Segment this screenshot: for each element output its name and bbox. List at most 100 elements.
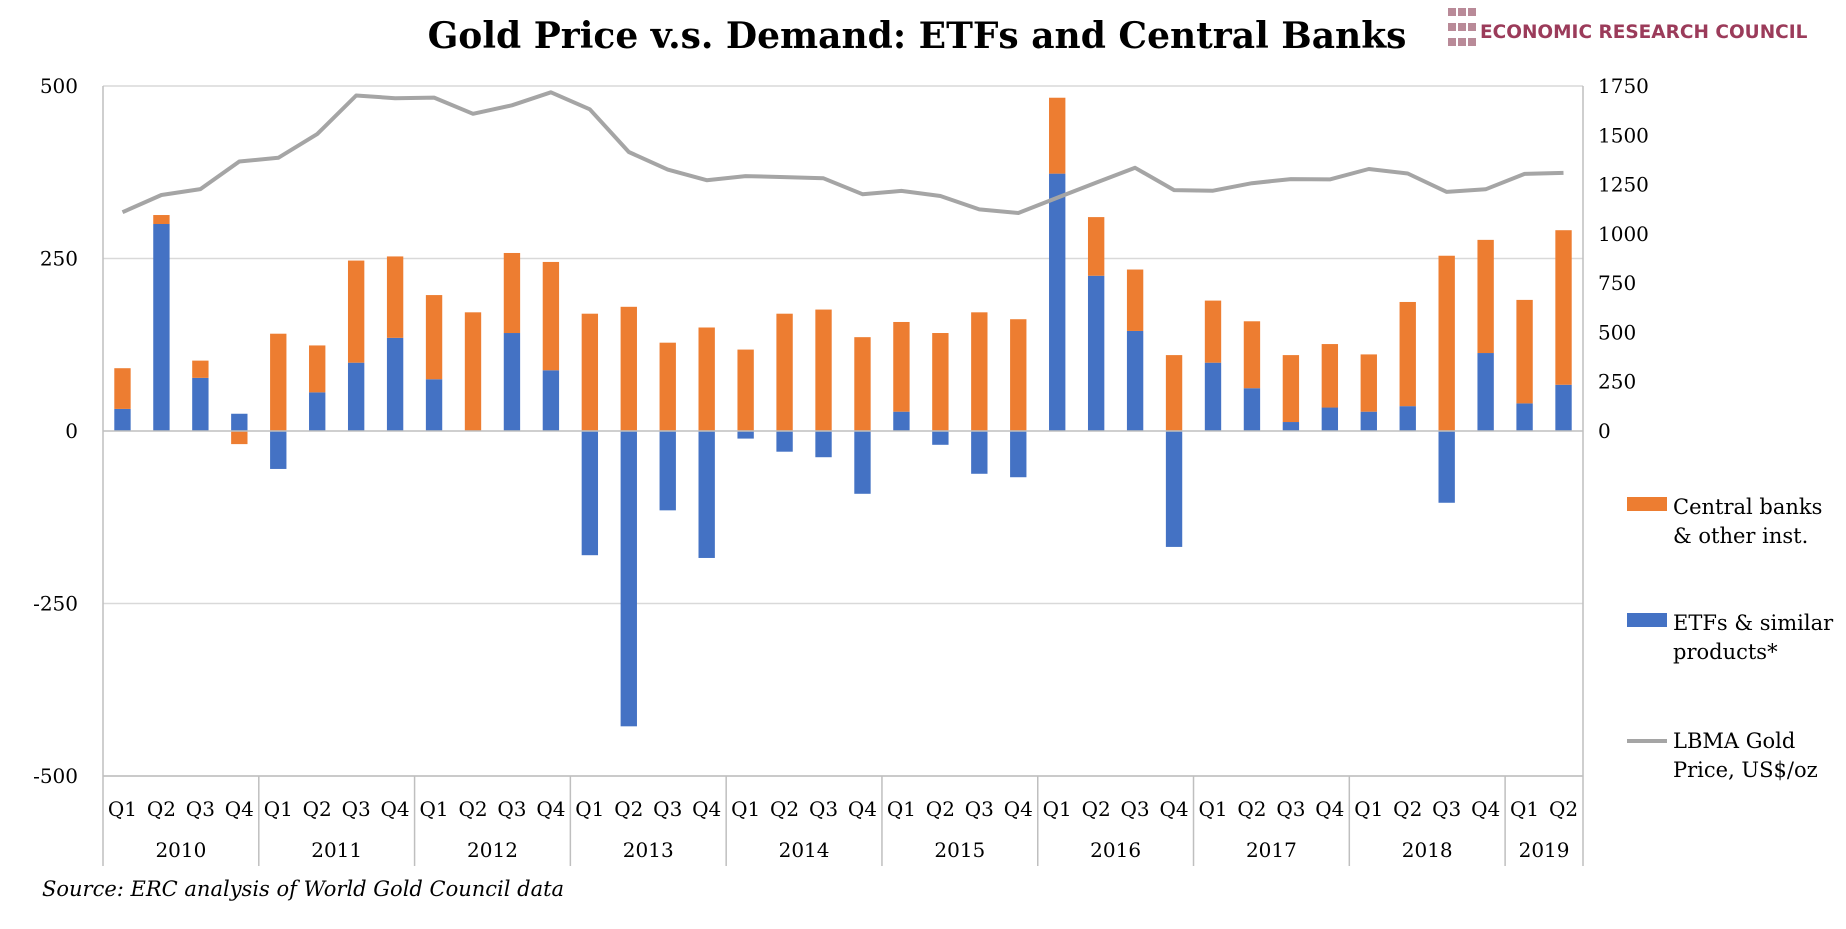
left-tick-label: 0 bbox=[65, 419, 78, 443]
central-bank-bar bbox=[932, 333, 949, 431]
right-tick-label: 0 bbox=[1598, 419, 1611, 443]
quarter-label: Q3 bbox=[186, 797, 215, 821]
quarter-label: Q1 bbox=[1043, 797, 1072, 821]
etf-bar bbox=[1243, 388, 1261, 431]
central-bank-bar bbox=[971, 312, 988, 431]
legend-label: LBMA Gold bbox=[1673, 729, 1795, 753]
quarter-label: Q3 bbox=[653, 797, 682, 821]
etf-bar bbox=[776, 431, 793, 452]
central-bank-bar bbox=[1555, 230, 1572, 385]
central-bank-bar bbox=[114, 368, 131, 409]
etf-bar bbox=[932, 431, 949, 445]
logo-dot bbox=[1468, 38, 1476, 46]
chart-title: Gold Price v.s. Demand: ETFs and Central… bbox=[428, 15, 1407, 57]
central-bank-bar bbox=[153, 215, 170, 224]
etf-bar bbox=[347, 362, 365, 431]
central-bank-bar bbox=[1477, 239, 1494, 354]
source-note: Source: ERC analysis of World Gold Counc… bbox=[42, 877, 564, 901]
etf-bar bbox=[1204, 362, 1222, 431]
central-bank-bar bbox=[854, 337, 871, 431]
etf-bar bbox=[581, 431, 599, 556]
quarter-label: Q1 bbox=[108, 797, 137, 821]
year-label: 2015 bbox=[934, 838, 985, 862]
quarter-label: Q4 bbox=[1004, 797, 1033, 821]
quarter-label: Q4 bbox=[1315, 797, 1344, 821]
left-axis-ticks: 500 250 0 -250 -500 bbox=[33, 74, 78, 788]
year-label: 2017 bbox=[1246, 838, 1297, 862]
central-bank-bar bbox=[192, 360, 209, 378]
logo-text: ECONOMIC RESEARCH COUNCIL bbox=[1480, 22, 1808, 43]
central-bank-bar bbox=[1360, 354, 1377, 412]
year-label: 2010 bbox=[155, 838, 206, 862]
legend-key-swatch bbox=[1627, 613, 1667, 627]
etf-bar bbox=[1438, 431, 1455, 503]
logo-dot bbox=[1468, 23, 1476, 31]
etf-bar bbox=[1399, 406, 1416, 431]
quarter-label: Q4 bbox=[1471, 797, 1500, 821]
year-label: 2012 bbox=[467, 838, 518, 862]
legend: Central banks & other inst. ETFs & similar… bbox=[1627, 495, 1834, 782]
quarter-label: Q1 bbox=[419, 797, 448, 821]
central-bank-bar bbox=[270, 333, 287, 431]
quarter-label: Q2 bbox=[926, 797, 955, 821]
quarter-label: Q4 bbox=[1159, 797, 1188, 821]
central-bank-bar bbox=[1126, 269, 1144, 331]
central-bank-bar bbox=[347, 260, 365, 363]
axes bbox=[102, 86, 1584, 777]
central-bank-bar bbox=[1087, 217, 1105, 276]
central-bank-bar bbox=[1010, 319, 1027, 431]
quarter-label: Q4 bbox=[536, 797, 565, 821]
quarter-label: Q3 bbox=[1432, 797, 1461, 821]
central-bank-bar bbox=[464, 312, 482, 431]
quarter-label: Q2 bbox=[1393, 797, 1422, 821]
quarter-label: Q1 bbox=[264, 797, 293, 821]
central-bank-bar bbox=[425, 295, 443, 380]
year-label: 2011 bbox=[311, 838, 362, 862]
central-bank-bar bbox=[1438, 255, 1455, 431]
quarter-label: Q2 bbox=[458, 797, 487, 821]
etf-bar bbox=[1321, 407, 1339, 431]
etf-bar bbox=[1555, 384, 1572, 431]
quarter-label: Q4 bbox=[225, 797, 254, 821]
central-bank-bar bbox=[1399, 301, 1416, 407]
bars bbox=[114, 97, 1572, 727]
quarter-label: Q2 bbox=[614, 797, 643, 821]
price-line-layer bbox=[121, 90, 1564, 215]
quarter-label: Q3 bbox=[497, 797, 526, 821]
central-bank-bar bbox=[1243, 321, 1261, 389]
etf-bar bbox=[542, 370, 560, 431]
etf-bar bbox=[1010, 431, 1027, 478]
quarter-label: Q4 bbox=[848, 797, 877, 821]
central-bank-bar bbox=[231, 431, 248, 445]
quarter-label: Q1 bbox=[731, 797, 760, 821]
year-label: 2013 bbox=[623, 838, 674, 862]
quarter-label: Q3 bbox=[1121, 797, 1150, 821]
central-bank-bar bbox=[698, 327, 715, 431]
year-label: 2014 bbox=[779, 838, 830, 862]
quarter-label: Q2 bbox=[1082, 797, 1111, 821]
quarter-label: Q1 bbox=[575, 797, 604, 821]
logo-dot bbox=[1448, 23, 1456, 31]
quarter-label: Q1 bbox=[887, 797, 916, 821]
right-tick-label: 1250 bbox=[1598, 173, 1649, 197]
quarter-label: Q3 bbox=[1276, 797, 1305, 821]
central-bank-bar bbox=[1204, 300, 1222, 363]
quarter-label: Q2 bbox=[147, 797, 176, 821]
central-bank-bar bbox=[542, 261, 560, 371]
etf-bar bbox=[971, 431, 988, 474]
gold-price-line bbox=[121, 90, 1564, 215]
quarter-label: Q2 bbox=[303, 797, 332, 821]
central-bank-bar bbox=[815, 309, 832, 431]
central-bank-bar bbox=[1049, 97, 1066, 174]
central-bank-bar bbox=[581, 313, 599, 431]
right-tick-label: 750 bbox=[1598, 271, 1636, 295]
etf-bar bbox=[153, 224, 170, 431]
year-label: 2019 bbox=[1519, 838, 1570, 862]
etf-bar bbox=[1477, 353, 1494, 431]
left-tick-label: -250 bbox=[33, 592, 78, 616]
central-bank-bar bbox=[503, 252, 521, 334]
central-bank-bar bbox=[737, 349, 754, 431]
quarter-label: Q3 bbox=[342, 797, 371, 821]
central-bank-bar bbox=[620, 306, 637, 431]
right-tick-label: 250 bbox=[1598, 370, 1636, 394]
